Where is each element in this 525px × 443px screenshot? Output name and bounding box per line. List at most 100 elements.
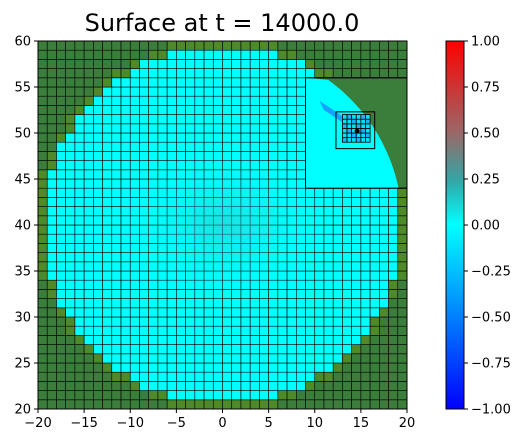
grid-cell — [203, 344, 214, 355]
grid-cell — [342, 399, 352, 409]
grid-cell — [148, 316, 159, 327]
grid-cell — [342, 316, 352, 327]
grid-cell — [332, 279, 343, 290]
grid-cell — [148, 68, 159, 79]
grid-cell — [83, 362, 94, 373]
grid-cell — [203, 41, 214, 51]
grid-cell — [369, 298, 380, 309]
grid-cell — [111, 335, 122, 345]
grid-cell — [129, 399, 140, 409]
grid-cell — [203, 95, 214, 106]
grid-cell — [83, 132, 94, 143]
grid-cell — [176, 344, 186, 355]
grid-cell — [102, 279, 113, 290]
grid-cell — [240, 132, 251, 143]
grid-cell — [379, 289, 389, 299]
grid-cell — [323, 298, 334, 309]
grid-cell — [176, 41, 186, 51]
grid-cell — [397, 41, 407, 51]
grid-cell — [203, 362, 214, 373]
grid-cell — [323, 390, 334, 401]
grid-cell — [231, 381, 242, 391]
grid-cell — [314, 307, 325, 318]
grid-cell — [56, 151, 66, 161]
grid-cell — [212, 41, 223, 51]
grid-cell — [65, 316, 76, 327]
grid-cell — [259, 325, 269, 336]
grid-cell — [157, 353, 168, 364]
grid-cell — [222, 353, 233, 364]
grid-cell — [166, 68, 177, 79]
grid-cell — [176, 307, 186, 318]
grid-cell — [185, 307, 196, 318]
grid-cell — [277, 390, 288, 401]
grid-cell — [83, 141, 94, 152]
grid-cell — [56, 390, 66, 401]
grid-cell — [102, 41, 113, 51]
grid-cell — [314, 316, 325, 327]
grid-cell — [240, 86, 251, 97]
grid-cell — [83, 49, 94, 60]
grid-cell — [38, 399, 48, 409]
grid-cell — [185, 399, 196, 409]
grid-cell — [388, 279, 399, 290]
grid-cell — [360, 307, 371, 318]
grid-cell — [240, 335, 251, 345]
grid-cell — [231, 335, 242, 345]
grid-cell — [93, 169, 103, 180]
grid-cell — [102, 169, 113, 180]
grid-cell — [369, 381, 380, 391]
grid-cell — [212, 335, 223, 345]
grid-cell — [46, 353, 57, 364]
grid-cell — [231, 41, 242, 51]
grid-cell — [102, 59, 113, 69]
x-tick-label: −5 — [167, 416, 186, 431]
grid-cell — [277, 105, 288, 115]
grid-cell — [360, 197, 371, 207]
grid-cell — [212, 105, 223, 115]
grid-cell — [56, 187, 66, 198]
grid-cell — [305, 362, 316, 373]
grid-cell — [332, 243, 343, 253]
fine-grid-cell — [360, 132, 366, 138]
colorbar: 1.00 0.75 0.50 0.25 0.00 −0.25 −0.50 −0.75 −1.00 — [445, 35, 511, 418]
grid-cell — [369, 307, 380, 318]
grid-cell — [388, 289, 399, 299]
grid-cell — [93, 261, 103, 272]
grid-cell — [83, 178, 94, 189]
grid-cell — [249, 86, 260, 97]
grid-cell — [305, 298, 316, 309]
grid-cell — [369, 187, 380, 198]
y-tick-label: 20 — [14, 403, 31, 418]
grid-cell — [360, 206, 371, 217]
grid-cell — [65, 123, 76, 134]
grid-cell — [102, 243, 113, 253]
grid-cell — [332, 371, 343, 382]
grid-cells — [38, 41, 407, 409]
grid-cell — [56, 132, 66, 143]
grid-cell — [102, 95, 113, 106]
grid-cell — [268, 41, 279, 51]
fine-grid-cell — [346, 118, 353, 125]
grid-cell — [379, 344, 389, 355]
grid-cell — [56, 270, 66, 281]
grid-cell — [231, 77, 242, 88]
grid-cell — [74, 114, 85, 125]
grid-cell — [249, 325, 260, 336]
fine-grid-cell — [365, 127, 371, 134]
grid-cell — [102, 362, 113, 373]
grid-cell — [360, 344, 371, 355]
grid-cell — [295, 371, 306, 382]
grid-cell — [360, 187, 371, 198]
grid-cell — [93, 381, 103, 391]
grid-cell — [38, 141, 48, 152]
grid-cell — [259, 59, 269, 69]
grid-cell — [93, 289, 103, 299]
grid-cell — [56, 344, 66, 355]
grid-cell — [212, 77, 223, 88]
grid-cell — [93, 243, 103, 253]
grid-cell — [240, 344, 251, 355]
grid-cell — [148, 132, 159, 143]
grid-cell — [56, 279, 66, 290]
grid-cell — [194, 123, 205, 134]
